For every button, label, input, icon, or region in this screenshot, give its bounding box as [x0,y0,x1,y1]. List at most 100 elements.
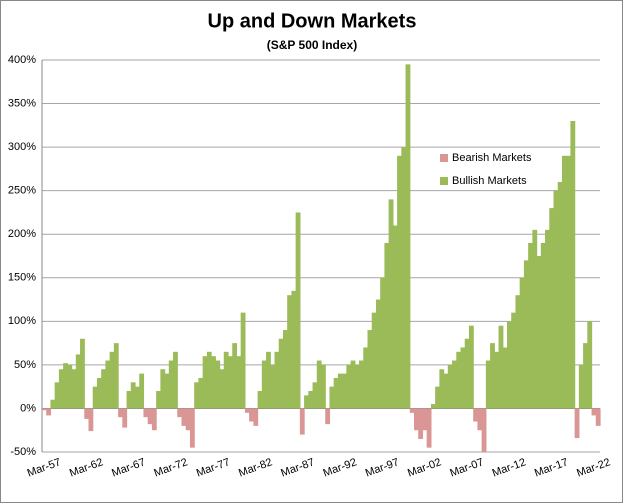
bar [63,363,68,409]
bar [58,369,64,409]
bar [468,325,474,409]
y-tick-label: 300% [8,141,36,153]
bar [54,382,60,409]
bar [46,408,52,416]
bar [177,408,183,418]
bar [80,338,85,409]
bar [84,408,90,419]
y-tick-label: 100% [8,315,36,327]
bar [545,229,550,409]
bar [278,338,284,409]
bar [536,256,542,409]
bar [350,360,356,409]
bar [257,391,263,409]
bar [549,208,555,409]
bar [101,369,107,409]
bar [477,408,483,431]
bar [439,369,445,409]
bar [67,364,73,409]
bar [346,364,352,409]
bar [367,330,373,409]
bar [211,356,216,409]
bar [202,356,208,409]
bar [405,64,411,409]
bar [228,356,233,409]
bar [291,290,297,409]
bar [460,347,466,409]
bar [50,399,56,409]
bar [164,373,170,409]
bar [295,212,301,409]
bar [422,408,428,431]
y-tick-label: 200% [8,228,36,240]
bar [515,295,521,409]
bar [473,408,479,422]
bar [430,404,436,409]
bar [113,343,119,409]
bar [392,225,398,409]
bar [359,360,364,409]
bar [380,277,386,409]
legend-swatch [440,177,448,185]
bar [244,408,250,413]
bar [333,377,339,409]
bar [363,347,369,409]
bar [316,360,322,409]
bar [88,408,94,432]
bar [426,408,432,448]
bar [388,199,394,409]
bar [42,408,47,411]
bar [528,242,533,409]
bar [540,242,546,409]
bar [557,181,563,409]
bar [371,312,377,409]
bar [75,354,81,409]
bar [456,351,462,409]
bar [401,147,407,409]
bar [481,408,487,452]
bar [561,155,567,409]
y-tick-label: 400% [8,54,36,66]
bar [198,377,204,409]
legend-label: Bullish Markets [452,175,527,187]
bar [485,360,491,409]
bar [185,408,191,431]
bar [71,369,77,409]
bar [189,408,195,448]
bar [342,373,347,409]
bar [583,343,588,409]
bar [181,408,187,426]
bar [168,360,174,409]
bar [236,356,242,409]
bar [384,242,390,409]
bar [464,338,470,409]
y-tick-label: 0% [20,402,36,414]
bar [502,347,508,409]
bar [249,408,254,422]
y-tick-label: 150% [8,272,36,284]
bar [139,373,145,409]
bar [354,364,360,409]
y-tick-label: 50% [14,359,36,371]
bar [122,408,128,428]
bar [160,369,166,409]
bar [414,408,419,431]
bar [266,351,271,409]
bar [287,295,293,409]
bar [270,364,276,409]
bar [232,343,238,409]
bar [215,360,221,409]
bar [523,260,529,409]
bar [109,351,115,409]
bar [151,408,157,431]
bar [135,386,140,409]
bar [447,364,453,409]
bar [570,120,576,409]
bar [578,364,584,409]
bar [253,408,259,426]
bar [240,312,246,409]
bar [375,299,381,409]
bar [147,408,153,425]
bar [118,408,123,418]
